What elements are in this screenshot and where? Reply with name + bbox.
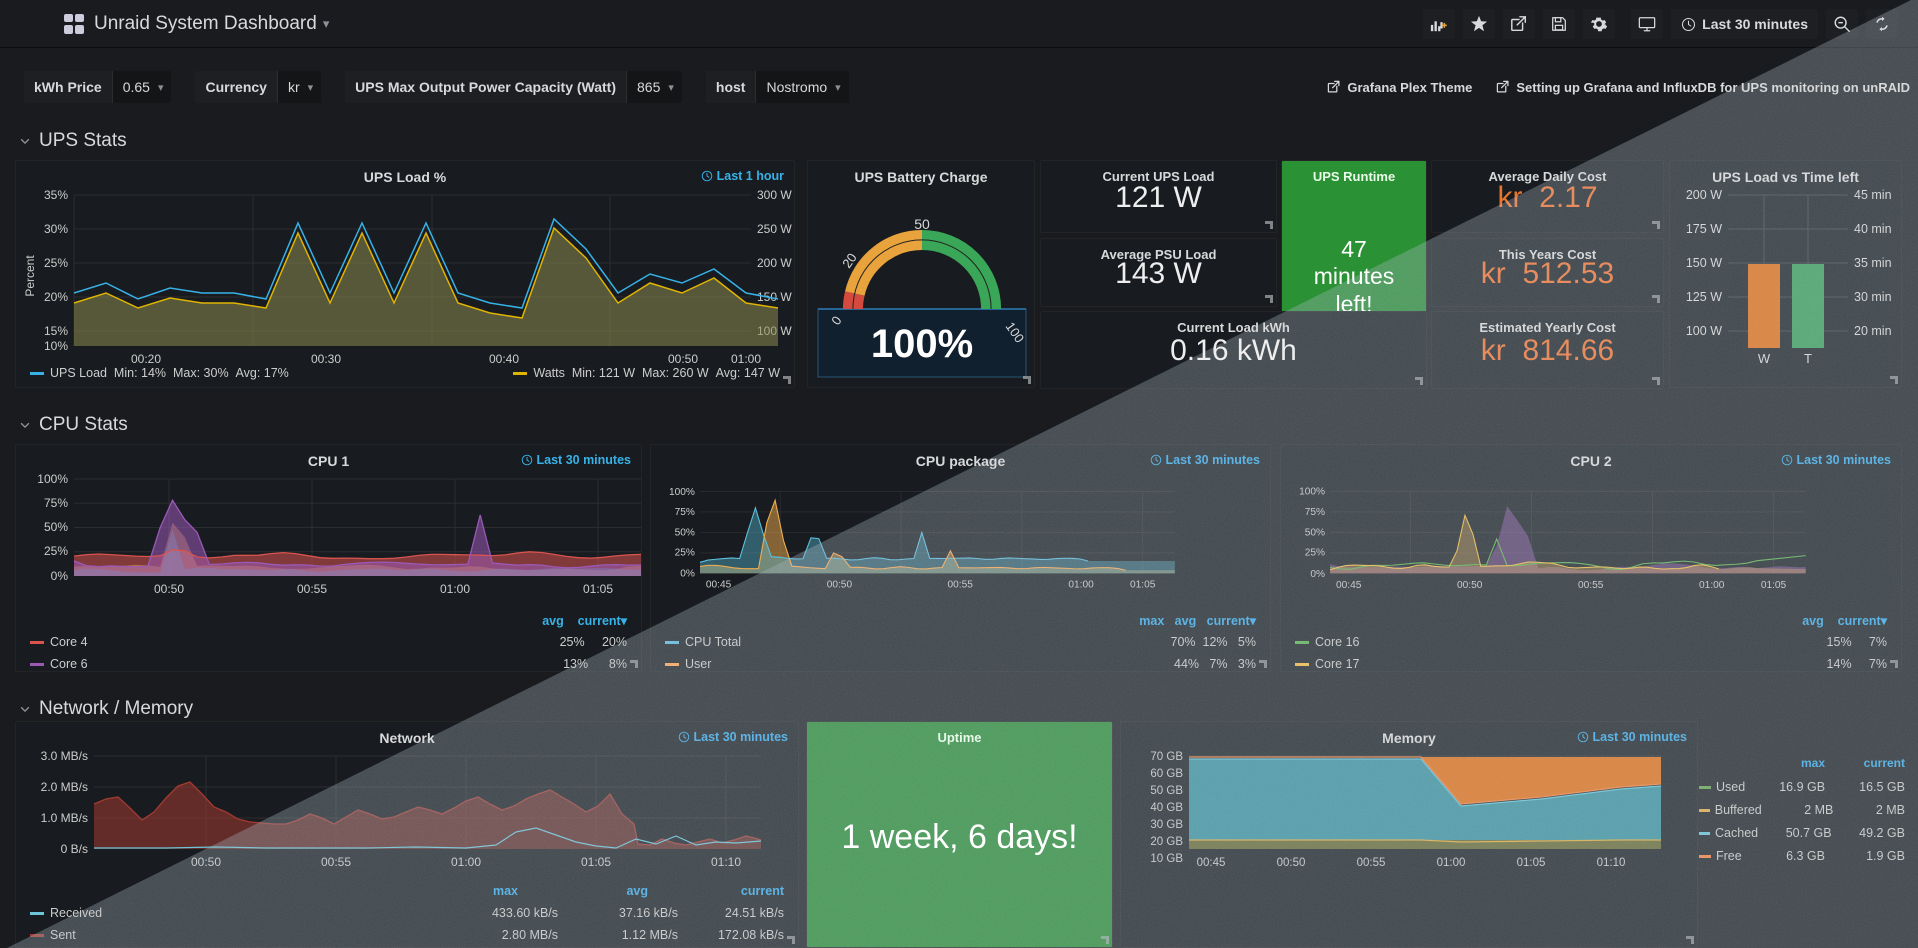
svg-text:01:00: 01:00 [1068,580,1094,591]
svg-text:150 W: 150 W [757,290,792,304]
svg-text:30%: 30% [44,222,68,236]
svg-text:35 min: 35 min [1854,256,1892,270]
svg-text:20 min: 20 min [1854,324,1892,338]
svg-text:10%: 10% [44,339,68,353]
svg-text:01:05: 01:05 [1517,857,1546,869]
svg-text:40 min: 40 min [1854,222,1892,236]
svg-text:00:50: 00:50 [668,352,698,366]
svg-text:00:45: 00:45 [1197,857,1226,869]
svg-text:01:05: 01:05 [1761,580,1787,591]
svg-text:25%: 25% [675,548,695,559]
svg-text:00:50: 00:50 [827,580,853,591]
svg-text:00:50: 00:50 [1277,857,1306,869]
svg-text:20 GB: 20 GB [1150,836,1183,848]
svg-text:00:20: 00:20 [131,352,161,366]
svg-text:00:50: 00:50 [1457,580,1483,591]
svg-text:00:45: 00:45 [1336,580,1362,591]
svg-text:50: 50 [914,216,930,232]
svg-text:0 B/s: 0 B/s [61,842,88,856]
svg-text:01:00: 01:00 [1699,580,1725,591]
svg-text:00:55: 00:55 [1578,580,1604,591]
svg-text:40 GB: 40 GB [1150,802,1183,814]
svg-text:W: W [1758,351,1771,366]
svg-text:T: T [1804,351,1812,366]
svg-text:1.0 MB/s: 1.0 MB/s [41,811,88,825]
svg-text:0%: 0% [680,569,695,580]
svg-text:Percent: Percent [23,255,37,297]
svg-text:00:55: 00:55 [1357,857,1386,869]
svg-text:25%: 25% [44,544,68,558]
svg-text:01:00: 01:00 [440,582,470,596]
svg-text:00:50: 00:50 [154,582,184,596]
svg-text:00:40: 00:40 [489,352,519,366]
svg-text:45 min: 45 min [1854,188,1892,202]
svg-text:70 GB: 70 GB [1150,751,1183,763]
svg-text:15%: 15% [44,324,68,338]
svg-text:00:45: 00:45 [706,580,732,591]
svg-text:100%: 100% [37,472,68,486]
svg-text:00:55: 00:55 [321,855,351,869]
svg-text:0%: 0% [1310,569,1325,580]
svg-text:01:05: 01:05 [1130,580,1156,591]
svg-text:00:55: 00:55 [297,582,327,596]
svg-text:200 W: 200 W [757,256,792,270]
svg-text:75%: 75% [1305,507,1325,518]
svg-text:20%: 20% [44,290,68,304]
svg-text:2.0 MB/s: 2.0 MB/s [41,780,88,794]
svg-text:100 W: 100 W [1686,324,1722,338]
svg-text:01:00: 01:00 [1437,857,1466,869]
svg-text:25%: 25% [44,256,68,270]
svg-text:01:05: 01:05 [581,855,611,869]
svg-text:300 W: 300 W [757,188,792,202]
svg-text:00:55: 00:55 [948,580,974,591]
svg-text:50%: 50% [675,527,695,538]
svg-text:0%: 0% [51,569,69,583]
svg-text:50%: 50% [44,520,68,534]
svg-text:60 GB: 60 GB [1150,768,1183,780]
svg-text:01:00: 01:00 [731,352,761,366]
svg-text:125 W: 125 W [1686,290,1722,304]
svg-text:200 W: 200 W [1686,188,1722,202]
svg-text:01:00: 01:00 [451,855,481,869]
svg-text:00:30: 00:30 [311,352,341,366]
svg-text:75%: 75% [44,496,68,510]
svg-text:250 W: 250 W [757,222,792,236]
svg-text:01:10: 01:10 [711,855,741,869]
svg-text:150 W: 150 W [1686,256,1722,270]
svg-text:01:10: 01:10 [1597,857,1626,869]
svg-text:3.0 MB/s: 3.0 MB/s [41,749,88,763]
svg-text:25%: 25% [1305,548,1325,559]
svg-text:00:50: 00:50 [191,855,221,869]
svg-text:100%: 100% [871,322,973,366]
svg-text:75%: 75% [675,507,695,518]
svg-text:50 GB: 50 GB [1150,785,1183,797]
svg-text:100%: 100% [669,487,695,498]
svg-text:50%: 50% [1305,527,1325,538]
svg-text:30 GB: 30 GB [1150,819,1183,831]
svg-text:10 GB: 10 GB [1150,853,1183,865]
svg-text:01:05: 01:05 [583,582,613,596]
svg-text:100%: 100% [1299,487,1325,498]
svg-text:30 min: 30 min [1854,290,1892,304]
svg-text:175 W: 175 W [1686,222,1722,236]
svg-text:35%: 35% [44,188,68,202]
